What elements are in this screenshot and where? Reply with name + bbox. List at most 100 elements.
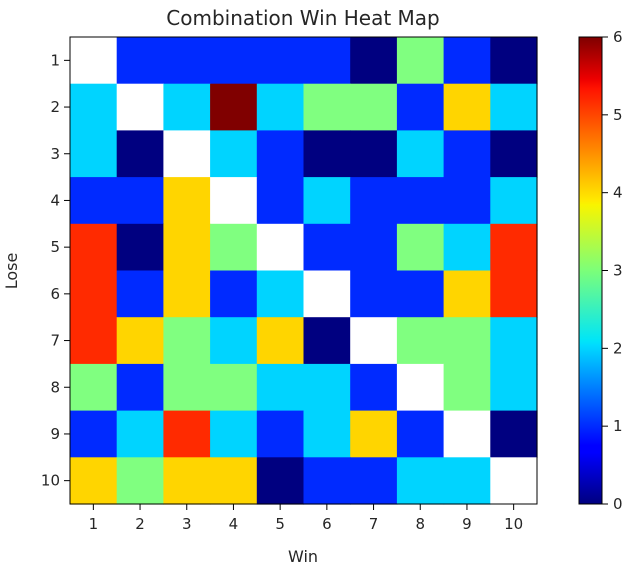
y-tick-label: 9 [50,425,60,443]
heatmap-cell [70,363,118,412]
colorbar-tick-label: 2 [613,339,623,357]
heatmap-cell [116,410,164,458]
colorbar-tick-label: 1 [613,417,623,435]
heatmap-cell [303,410,351,458]
heatmap-cell [303,177,351,225]
heatmap-cell [256,223,305,272]
heatmap-cell [70,270,118,318]
heatmap-cell [490,177,538,225]
heatmap-cell [490,130,538,178]
heatmap-cell [163,37,211,85]
heatmap-cell [116,363,164,412]
heatmap-cell [163,177,211,225]
heatmap-cell [70,410,118,458]
heatmap-cell [256,177,305,225]
plot-frame [69,36,538,505]
heatmap-cell [350,410,398,458]
heatmap-cell [70,223,118,272]
heatmap-cell [256,410,305,458]
heatmap-cell [303,270,351,318]
heatmap-cell [256,130,305,178]
colorbar-axis: 0 1 2 3 4 5 6 [602,28,623,513]
heatmap-cell [396,177,445,225]
heatmap-cell [396,130,445,178]
heatmap-cell [396,270,445,318]
heatmap-cell [350,457,398,505]
heatmap-cell [443,37,491,85]
heatmap-cell [210,317,258,365]
y-tick-label: 5 [50,238,60,256]
heatmap-cell [163,130,211,178]
heatmap-cell [210,363,258,412]
heatmap-cell [443,130,491,178]
heatmap-cell [490,457,538,505]
x-tick-label: 9 [462,515,472,533]
heatmap-cell [490,270,538,318]
y-tick-label: 10 [41,472,60,490]
heatmap-cell [443,410,491,458]
colorbar-tick-label: 0 [613,495,623,513]
heatmap-cell [350,363,398,412]
heatmap-cell [490,37,538,85]
x-tick-label: 8 [415,515,425,533]
heatmap-cell [163,270,211,318]
heatmap-cell [116,223,164,272]
heatmap-cell [443,363,491,412]
colorbar [578,36,603,505]
heatmap-cell [303,363,351,412]
heatmap-cell [116,177,164,225]
colorbar-tick-label: 6 [613,28,623,46]
heatmap-cell [490,410,538,458]
heatmap-cell [256,270,305,318]
colorbar-tick-label: 5 [613,106,623,124]
x-tick-label: 6 [322,515,332,533]
heatmap-cell [163,457,211,505]
heatmap-cell [256,317,305,365]
heatmap-cell [256,457,305,505]
heatmap-cell [396,317,445,365]
heatmap-cell [163,410,211,458]
heatmap-cell [210,130,258,178]
heatmap-cell [163,363,211,412]
heatmap-cell [70,37,118,85]
chart-title: Combination Win Heat Map [166,6,439,30]
heatmap-cell [396,457,445,505]
x-axis: 1 2 3 4 5 6 7 8 9 10 [89,504,523,533]
y-tick-label: 7 [50,332,60,350]
y-axis-label: Lose [2,253,21,290]
heatmap-cell [210,223,258,272]
heatmap-cell [490,83,538,131]
y-tick-label: 6 [50,285,60,303]
heatmap-cell [443,223,491,272]
heatmap-cell [303,83,351,131]
heatmap-cell [116,130,164,178]
x-tick-label: 10 [504,515,523,533]
heatmap-cell [210,410,258,458]
heatmap-cell [210,270,258,318]
x-axis-label: Win [288,547,318,566]
heatmap-cell [396,83,445,131]
heatmap-cell [210,177,258,225]
heatmap-cell [350,177,398,225]
heatmap-cell [163,83,211,131]
heatmap-cell [396,37,445,85]
heatmap-cells [70,37,538,505]
heatmap-cell [116,270,164,318]
x-tick-label: 7 [369,515,379,533]
colorbar-tick-label: 3 [613,262,623,280]
heatmap-cell [350,83,398,131]
heatmap-cell [210,457,258,505]
heatmap-cell [163,317,211,365]
heatmap-cell [70,177,118,225]
heatmap-cell [163,223,211,272]
heatmap-cell [256,83,305,131]
x-tick-label: 3 [182,515,192,533]
x-tick-label: 5 [275,515,285,533]
heatmap-cell [303,457,351,505]
heatmap-cell [256,37,305,85]
x-tick-label: 1 [89,515,99,533]
y-tick-label: 8 [50,378,60,396]
heatmap-cell [490,223,538,272]
heatmap-cell [490,363,538,412]
